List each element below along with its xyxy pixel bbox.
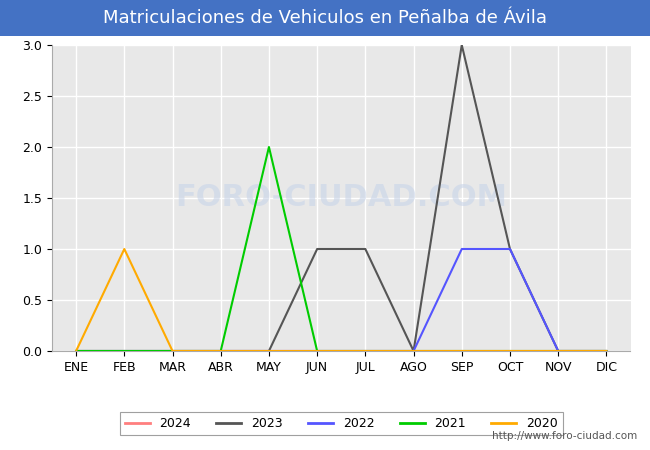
- 2022: [361, 348, 369, 354]
- 2020: [265, 348, 273, 354]
- 2020: [603, 348, 610, 354]
- 2020: [410, 348, 417, 354]
- 2024: [217, 348, 225, 354]
- 2020: [506, 348, 514, 354]
- 2023: [168, 348, 176, 354]
- 2023: [120, 348, 128, 354]
- 2024: [265, 348, 273, 354]
- 2020: [361, 348, 369, 354]
- 2020: [313, 348, 321, 354]
- 2020: [72, 348, 80, 354]
- 2023: [603, 348, 610, 354]
- 2023: [410, 348, 417, 354]
- 2022: [217, 348, 225, 354]
- 2023: [554, 348, 562, 354]
- 2024: [72, 348, 80, 354]
- 2022: [72, 348, 80, 354]
- 2021: [120, 348, 128, 354]
- Line: 2023: 2023: [76, 45, 606, 351]
- 2022: [120, 348, 128, 354]
- 2023: [458, 42, 465, 48]
- 2022: [168, 348, 176, 354]
- 2020: [458, 348, 465, 354]
- 2024: [458, 348, 465, 354]
- 2021: [361, 348, 369, 354]
- 2024: [313, 348, 321, 354]
- 2020: [217, 348, 225, 354]
- 2021: [217, 348, 225, 354]
- 2024: [120, 348, 128, 354]
- 2021: [554, 348, 562, 354]
- Line: 2020: 2020: [76, 249, 606, 351]
- 2021: [458, 348, 465, 354]
- 2021: [265, 144, 273, 150]
- Line: 2022: 2022: [76, 249, 606, 351]
- 2022: [506, 246, 514, 252]
- 2022: [410, 348, 417, 354]
- 2022: [603, 348, 610, 354]
- 2022: [554, 348, 562, 354]
- 2024: [361, 348, 369, 354]
- 2021: [168, 348, 176, 354]
- Text: Matriculaciones de Vehiculos en Peñalba de Ávila: Matriculaciones de Vehiculos en Peñalba …: [103, 9, 547, 27]
- 2023: [72, 348, 80, 354]
- 2023: [361, 246, 369, 252]
- 2024: [410, 348, 417, 354]
- 2020: [554, 348, 562, 354]
- 2024: [603, 348, 610, 354]
- 2021: [603, 348, 610, 354]
- Legend: 2024, 2023, 2022, 2021, 2020: 2024, 2023, 2022, 2021, 2020: [120, 412, 563, 435]
- 2021: [506, 348, 514, 354]
- 2024: [554, 348, 562, 354]
- 2022: [265, 348, 273, 354]
- Line: 2021: 2021: [76, 147, 606, 351]
- Text: http://www.foro-ciudad.com: http://www.foro-ciudad.com: [492, 431, 637, 441]
- 2021: [410, 348, 417, 354]
- 2023: [506, 246, 514, 252]
- 2024: [506, 348, 514, 354]
- 2022: [458, 246, 465, 252]
- 2023: [217, 348, 225, 354]
- 2022: [313, 348, 321, 354]
- Text: FORO-CIUDAD.COM: FORO-CIUDAD.COM: [176, 184, 507, 212]
- 2021: [313, 348, 321, 354]
- 2021: [72, 348, 80, 354]
- 2020: [168, 348, 176, 354]
- 2023: [313, 246, 321, 252]
- 2020: [120, 246, 128, 252]
- 2024: [168, 348, 176, 354]
- 2023: [265, 348, 273, 354]
